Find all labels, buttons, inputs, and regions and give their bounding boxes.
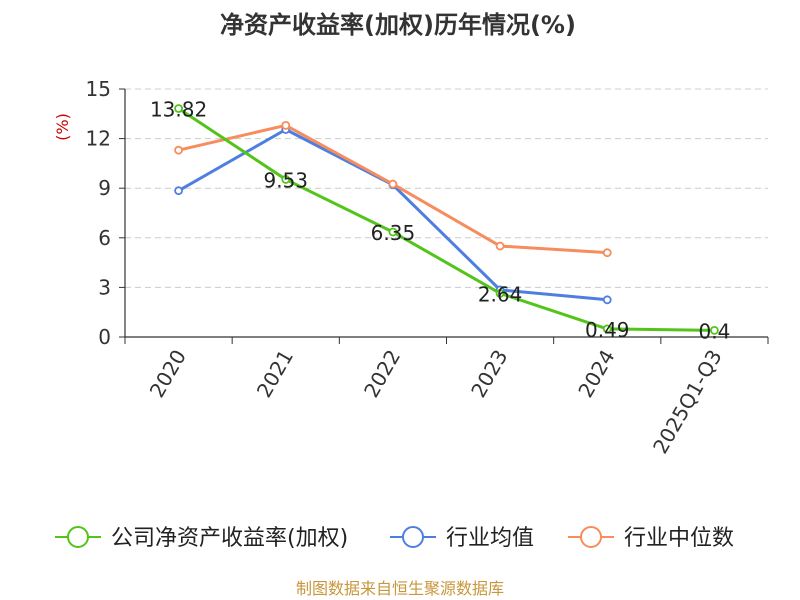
grid-lines [125, 88, 768, 288]
series-point [388, 179, 398, 189]
legend-item: 行业均值 [390, 526, 534, 551]
series-point [174, 186, 183, 196]
x-tick-label: 2023 [466, 346, 512, 402]
x-tick-label: 2024 [573, 346, 619, 402]
data-label: 6.35 [371, 221, 416, 245]
series-line [177, 107, 715, 332]
x-tick-label: 2025Q1-Q3 [648, 346, 727, 458]
data-label: 0.4 [699, 319, 731, 343]
y-tick-label: 15 [86, 77, 111, 101]
series-point [174, 145, 183, 155]
data-label: 9.53 [263, 168, 308, 192]
legend-item: 行业中位数 [568, 526, 734, 551]
data-label: 13.82 [150, 98, 207, 122]
y-tick-label: 6 [98, 226, 111, 250]
series-point [495, 288, 505, 298]
data-labels: 13.82 9.53 6.35 2.64 0.49 0.4 [150, 98, 730, 344]
y-axis-label: (%) [53, 113, 72, 141]
series-point [602, 324, 612, 334]
series-point [495, 241, 505, 251]
x-tick-label: 2021 [252, 346, 298, 402]
x-tick-label: 2022 [359, 346, 405, 402]
legend-swatch-marker [402, 526, 424, 548]
legend-item: 公司净资产收益率(加权) [55, 526, 348, 551]
series-point [388, 227, 398, 237]
data-label: 0.49 [585, 318, 630, 342]
legend-label: 行业中位数 [624, 526, 734, 551]
series-point [602, 248, 612, 258]
series-line [177, 128, 608, 302]
series-point [602, 295, 612, 305]
y-tick-label: 12 [86, 127, 111, 151]
y-tick-label: 0 [98, 325, 111, 349]
legend-label: 行业均值 [446, 526, 534, 551]
legend-swatch-marker [67, 526, 89, 548]
series-point [281, 175, 291, 184]
data-label: 2.64 [478, 282, 523, 306]
series-point [710, 325, 719, 335]
series-point [281, 120, 291, 130]
legend-label: 公司净资产收益率(加权) [111, 526, 348, 551]
y-tick-label: 9 [98, 176, 111, 200]
source-footer: 制图数据来自恒生聚源数据库 [296, 579, 504, 598]
legend-swatch-marker [580, 526, 602, 548]
series-point [174, 104, 183, 113]
chart-title: 净资产收益率(加权)历年情况(%) [220, 11, 576, 39]
y-tick-label: 3 [98, 275, 111, 299]
series-lines [174, 104, 719, 335]
x-tick-label: 2020 [145, 346, 191, 402]
axes: 0 3 6 9 12 15 2020 2021 2022 2023 2024 2025Q1-Q3 [86, 77, 769, 458]
legend: 公司净资产收益率(加权) 行业均值 行业中位数 [55, 526, 734, 551]
